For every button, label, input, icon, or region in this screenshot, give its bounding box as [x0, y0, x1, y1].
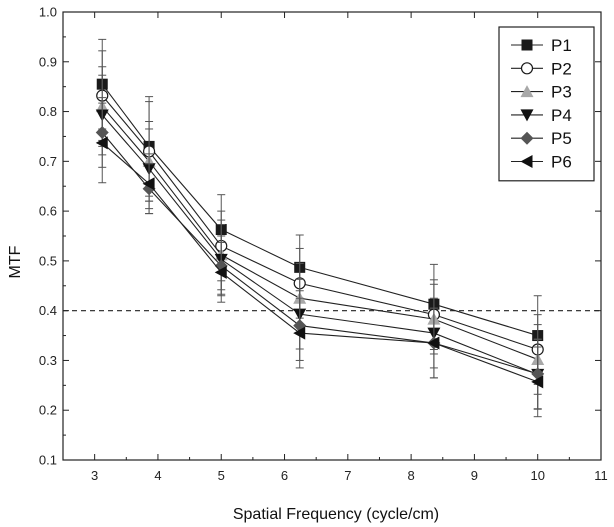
series-line — [101, 95, 538, 351]
legend-entry-p4: P4 — [511, 106, 572, 125]
y-tick-label: 0.7 — [39, 154, 57, 169]
y-tick-label: 0.3 — [39, 353, 57, 368]
x-tick-label: 3 — [91, 468, 98, 483]
series-p3 — [95, 66, 545, 395]
legend-label: P6 — [551, 153, 572, 172]
legend-label: P2 — [551, 59, 572, 78]
series-line — [101, 142, 538, 383]
x-tick-label: 8 — [408, 468, 415, 483]
series-p6 — [95, 102, 544, 418]
x-axis-title: Spatial Frequency (cycle/cm) — [233, 506, 439, 523]
y-tick-label: 1.0 — [39, 5, 57, 20]
data-point — [214, 265, 227, 279]
series-line — [101, 114, 538, 375]
legend-label: P4 — [551, 106, 572, 125]
legend-entry-p5: P5 — [511, 129, 572, 148]
legend-marker — [520, 155, 533, 168]
legend-marker — [520, 85, 534, 98]
y-tick-label: 0.9 — [39, 54, 57, 69]
series-line — [101, 83, 538, 337]
legend-label: P3 — [551, 83, 572, 102]
legend-marker — [520, 131, 534, 145]
legend-label: P1 — [551, 36, 572, 55]
data-point — [142, 177, 155, 191]
y-tick-label: 0.4 — [39, 303, 57, 318]
data-point — [531, 375, 544, 389]
legend-marker — [520, 109, 534, 122]
x-tick-label: 6 — [281, 468, 288, 483]
x-tick-label: 7 — [344, 468, 351, 483]
series-p5 — [95, 97, 545, 410]
legend-entry-p3: P3 — [511, 83, 572, 102]
legend-box — [498, 26, 595, 182]
x-tick-label: 11 — [594, 468, 608, 483]
legend-marker — [521, 39, 533, 51]
x-tick-label: 10 — [530, 468, 544, 483]
y-tick-label: 0.5 — [39, 253, 57, 268]
y-tick-label: 0.8 — [39, 104, 57, 119]
y-tick-label: 0.6 — [39, 204, 57, 219]
data-point — [293, 326, 306, 340]
data-point — [95, 136, 108, 150]
x-tick-label: 5 — [218, 468, 225, 483]
series-line — [101, 106, 538, 360]
y-tick-label: 0.1 — [39, 453, 57, 468]
x-tick-label: 4 — [154, 468, 161, 483]
legend-marker — [520, 62, 534, 75]
legend-entry-p1: P1 — [511, 36, 572, 55]
y-tick-label: 0.2 — [39, 403, 57, 418]
y-axis-title: MTF — [7, 245, 24, 278]
data-point — [427, 336, 440, 350]
x-tick-label: 9 — [471, 468, 478, 483]
legend-entry-p6: P6 — [511, 153, 572, 172]
series-line — [101, 132, 538, 375]
legend-label: P5 — [551, 129, 572, 148]
series-p1 — [96, 38, 544, 376]
legend-entry-p2: P2 — [511, 59, 572, 78]
